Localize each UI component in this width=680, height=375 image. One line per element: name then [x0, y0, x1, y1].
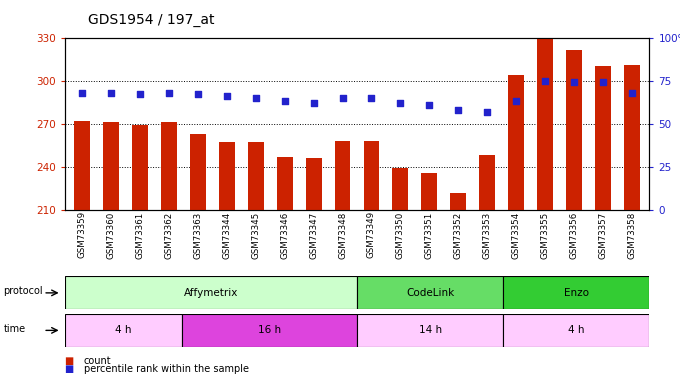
Text: ■: ■ [65, 364, 74, 374]
Text: CodeLink: CodeLink [406, 288, 454, 298]
Text: ■: ■ [65, 356, 74, 366]
Bar [74, 121, 90, 210]
Bar [537, 39, 553, 210]
Text: GSM73348: GSM73348 [338, 211, 347, 259]
Point [395, 100, 406, 106]
Point [135, 92, 146, 98]
Text: GSM73356: GSM73356 [570, 211, 579, 259]
Bar [103, 122, 119, 210]
Text: GSM73352: GSM73352 [454, 211, 463, 259]
Text: GSM73353: GSM73353 [483, 211, 492, 259]
Point [250, 95, 261, 101]
Bar [277, 157, 292, 210]
Point [453, 107, 464, 113]
Text: 14 h: 14 h [418, 326, 442, 335]
Text: GSM73360: GSM73360 [107, 211, 116, 259]
Bar [364, 141, 379, 210]
Point [163, 90, 174, 96]
Text: GSM73359: GSM73359 [78, 211, 86, 258]
Text: GSM73357: GSM73357 [598, 211, 607, 259]
Bar [132, 125, 148, 210]
Point [511, 98, 522, 104]
Text: time: time [3, 324, 26, 334]
Bar [392, 168, 409, 210]
Bar [335, 141, 350, 210]
Point [221, 93, 232, 99]
Point [337, 95, 348, 101]
Point [279, 98, 290, 104]
Text: GSM73363: GSM73363 [193, 211, 202, 259]
Point [568, 80, 579, 86]
Bar [450, 193, 466, 210]
Bar [595, 66, 611, 210]
Point [105, 90, 116, 96]
Bar [182, 314, 357, 347]
Bar [219, 142, 235, 210]
Point [540, 78, 551, 84]
Text: 4 h: 4 h [115, 326, 131, 335]
Bar [248, 142, 264, 210]
Point [366, 95, 377, 101]
Point [192, 92, 203, 98]
Bar [357, 314, 503, 347]
Text: 16 h: 16 h [258, 326, 281, 335]
Text: 4 h: 4 h [568, 326, 585, 335]
Bar [479, 155, 495, 210]
Bar [190, 134, 206, 210]
Point [424, 102, 435, 108]
Bar [305, 158, 322, 210]
Bar [566, 51, 582, 210]
Text: GSM73350: GSM73350 [396, 211, 405, 259]
Text: GSM73361: GSM73361 [135, 211, 144, 259]
Text: GSM73351: GSM73351 [425, 211, 434, 259]
Text: percentile rank within the sample: percentile rank within the sample [84, 364, 249, 374]
Bar [422, 172, 437, 210]
Bar [161, 122, 177, 210]
Text: GSM73344: GSM73344 [222, 211, 231, 259]
Text: GSM73355: GSM73355 [541, 211, 549, 259]
Point [598, 80, 609, 86]
Point [626, 90, 637, 96]
Point [482, 109, 493, 115]
Text: GSM73345: GSM73345 [251, 211, 260, 259]
Bar [503, 276, 649, 309]
Point [308, 100, 319, 106]
Bar [65, 314, 182, 347]
Text: GSM73354: GSM73354 [512, 211, 521, 259]
Text: GSM73358: GSM73358 [628, 211, 636, 259]
Bar [65, 276, 357, 309]
Text: GSM73346: GSM73346 [280, 211, 289, 259]
Bar [503, 314, 649, 347]
Point [77, 90, 88, 96]
Text: count: count [84, 356, 112, 366]
Text: GSM73362: GSM73362 [165, 211, 173, 259]
Text: GDS1954 / 197_at: GDS1954 / 197_at [88, 13, 215, 27]
Text: GSM73349: GSM73349 [367, 211, 376, 258]
Text: Affymetrix: Affymetrix [184, 288, 238, 298]
Bar [508, 75, 524, 210]
Text: protocol: protocol [3, 286, 43, 296]
Text: Enzo: Enzo [564, 288, 589, 298]
Bar [357, 276, 503, 309]
Bar [624, 65, 640, 210]
Text: GSM73347: GSM73347 [309, 211, 318, 259]
